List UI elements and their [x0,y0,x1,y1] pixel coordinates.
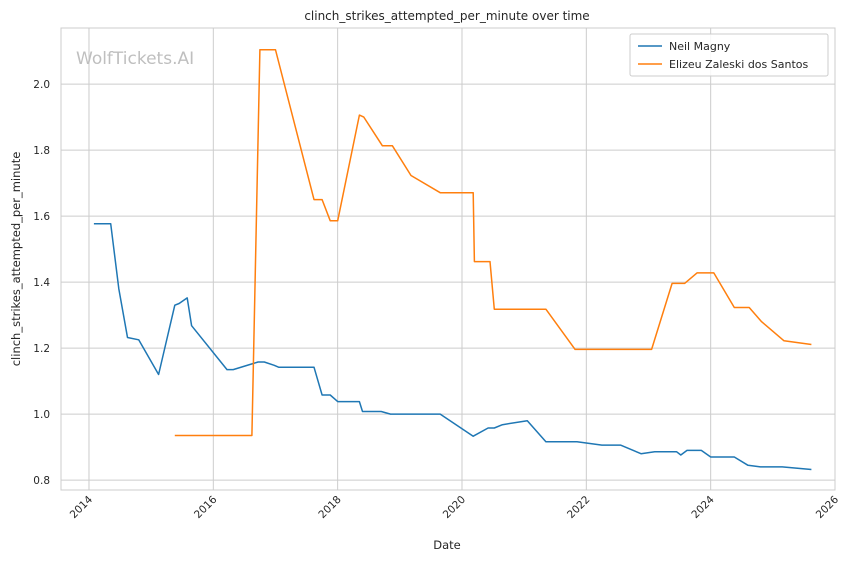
x-tick-label: 2022 [565,494,592,521]
x-tick-label: 2020 [441,494,468,521]
x-tick-label: 2016 [192,493,220,521]
chart-title: clinch_strikes_attempted_per_minute over… [304,9,589,23]
y-tick-label: 2.0 [33,79,50,91]
tick-labels: 2014 2016 2018 2020 2022 2024 2026 0.8 1.0 1.2 1.4… [33,79,841,521]
y-tick-label: 1.6 [33,211,50,223]
watermark: WolfTickets.AI [76,49,194,69]
y-tick-label: 0.8 [33,475,50,487]
x-tick-label: 2014 [68,493,96,521]
y-tick-label: 1.0 [33,409,50,421]
x-tick-label: 2026 [814,493,842,521]
series-line-neil-magny [93,222,812,471]
plot-frame [60,27,836,491]
legend-box [629,33,829,77]
x-tick-label: 2024 [689,493,717,521]
legend: Neil Magny Elizeu Zaleski dos Santos [629,33,829,77]
y-tick-label: 1.2 [33,343,50,355]
series-lines [93,49,812,471]
x-tick-label: 2018 [316,494,343,521]
x-axis-label: Date [433,538,461,552]
legend-label-elizeu-zaleski: Elizeu Zaleski dos Santos [669,58,809,71]
y-axis-label: clinch_strikes_attempted_per_minute [9,152,23,367]
y-tick-label: 1.4 [33,277,50,289]
legend-label-neil-magny: Neil Magny [669,40,731,53]
y-tick-label: 1.8 [33,145,50,157]
grid [61,28,836,490]
series-line-elizeu-zaleski-dos-santos [174,49,812,437]
